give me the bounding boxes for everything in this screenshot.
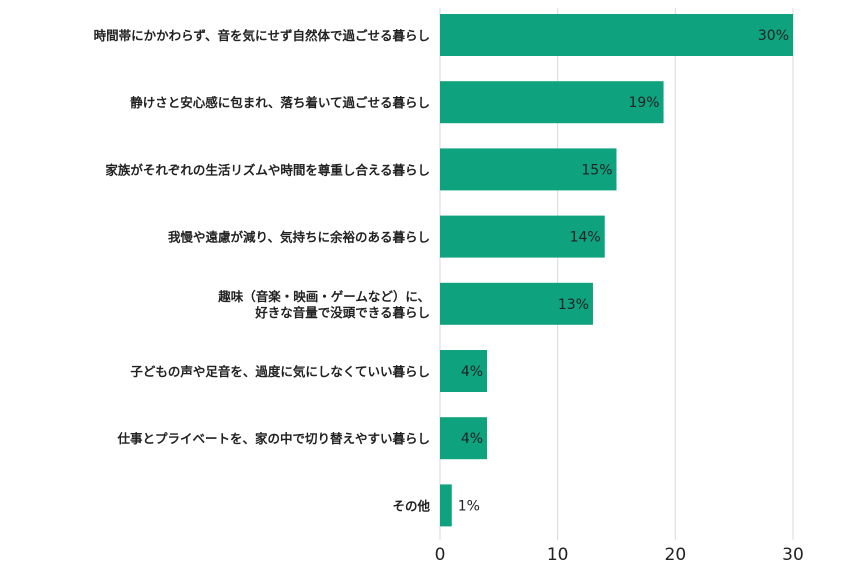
category-label: 子どもの声や足音を、過度に気にしなくていい暮らし (130, 364, 430, 379)
category-label: 時間帯にかかわらず、音を気にせず自然体で過ごせる暮らし (94, 28, 430, 43)
data-label: 15% (581, 162, 612, 178)
x-tick-label: 0 (435, 545, 446, 565)
data-label: 4% (461, 431, 483, 447)
data-label: 14% (570, 230, 601, 246)
data-label: 1% (458, 498, 480, 514)
category-labels: 時間帯にかかわらず、音を気にせず自然体で過ごせる暮らし静けさと安心感に包まれ、落… (94, 28, 431, 513)
bar (440, 350, 488, 392)
data-label: 13% (558, 297, 589, 313)
data-label: 30% (758, 28, 789, 44)
category-label: その他 (392, 498, 430, 513)
x-axis-tick-labels: 0 10 20 30 (435, 545, 804, 565)
category-label: 趣味（音楽・映画・ゲームなど）に、 (217, 289, 430, 304)
category-label: 我慢や遠慮が減り、気持ちに余裕のある暮らし (168, 230, 430, 245)
data-label: 19% (628, 95, 659, 111)
category-label: 好きな音量で没頭できる暮らし (254, 305, 430, 320)
data-label: 4% (461, 364, 483, 380)
bars (440, 14, 793, 527)
x-tick-label: 10 (547, 545, 569, 565)
bar (440, 484, 452, 527)
bar (440, 148, 617, 191)
bar (440, 215, 605, 258)
bar (440, 81, 664, 124)
x-tick-label: 30 (782, 545, 804, 565)
data-labels: 30% 19% 15% 14% 13% 4% 4% 1% (458, 28, 789, 514)
category-label: 仕事とプライベートを、家の中で切り替えやすい暮らし (116, 431, 430, 446)
bar (440, 14, 793, 56)
x-tick-label: 20 (665, 545, 687, 565)
category-label: 静けさと安心感に包まれ、落ち着いて過ごせる暮らし (130, 95, 430, 110)
bar (440, 282, 593, 325)
bar (440, 417, 488, 460)
category-label: 家族がそれぞれの生活リズムや時間を尊重し合える暮らし (105, 162, 430, 177)
